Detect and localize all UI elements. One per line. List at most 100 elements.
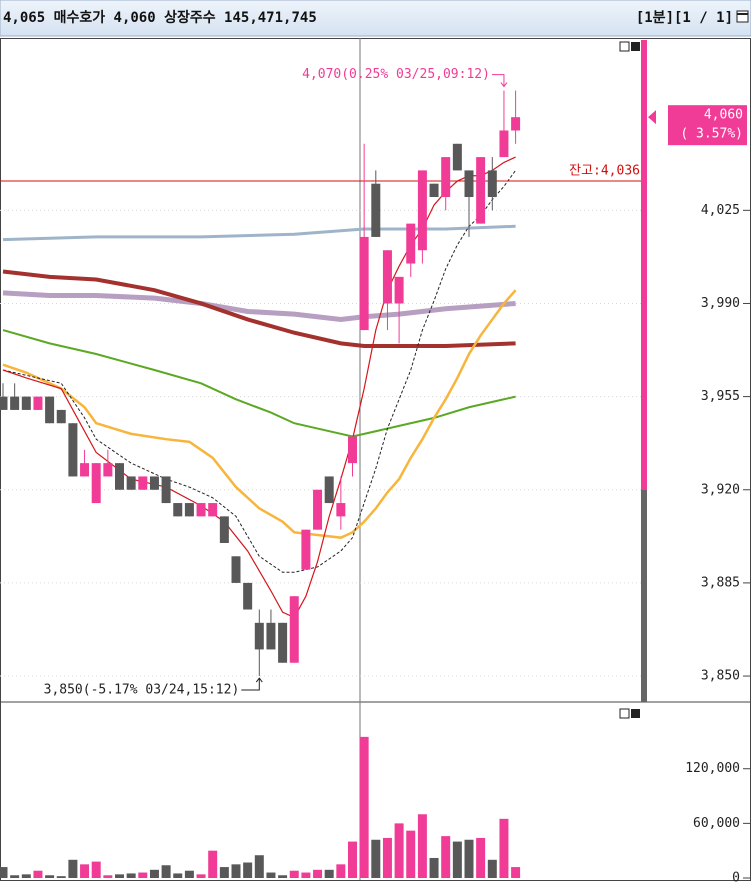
candle-body (406, 223, 416, 264)
volume-bar (266, 872, 276, 878)
candle-body (301, 529, 311, 570)
volume-bar (476, 837, 486, 878)
candle-body (289, 596, 299, 663)
volume-bar (184, 870, 194, 878)
close-icon[interactable] (631, 709, 640, 718)
volume-bar (394, 823, 404, 878)
moving-average (2, 289, 517, 539)
volume-bar (91, 861, 101, 878)
volume-bar (68, 859, 78, 878)
candle-body (184, 503, 194, 517)
volume-bar (126, 873, 136, 878)
volume-bar (149, 869, 159, 878)
moving-average (2, 269, 516, 349)
candle-body (103, 463, 113, 477)
volume-bar (138, 872, 148, 878)
y-tick-label: 0 (732, 871, 740, 882)
candle-body (359, 236, 369, 331)
volume-bar (429, 857, 439, 878)
volume-bar (406, 830, 416, 878)
candle-body (33, 396, 43, 410)
candle-body (348, 436, 357, 464)
candle-body (91, 463, 101, 504)
volume-bar (33, 870, 43, 878)
side-bar-top (641, 40, 647, 490)
volume-bar (219, 867, 229, 878)
candle-body (452, 143, 462, 171)
close-icon[interactable] (631, 42, 640, 51)
volume-bar (511, 867, 521, 878)
y-tick-label: 3,850 (701, 669, 740, 684)
min-icon[interactable] (619, 41, 630, 52)
candle-body (487, 170, 497, 198)
volume-bar (0, 867, 8, 878)
volume-bar (452, 841, 462, 878)
volume-bar (161, 865, 171, 878)
candle-body (266, 622, 276, 650)
volume-bar (254, 855, 264, 878)
volume-bar (313, 869, 323, 878)
volume-bar (441, 836, 451, 878)
volume-bar (45, 875, 55, 878)
candle-body (511, 117, 521, 131)
volume-bar (499, 818, 509, 878)
candle-body (429, 183, 439, 198)
candle-body (254, 622, 264, 650)
volume-bar (243, 862, 253, 878)
moving-average (2, 170, 517, 573)
moving-average (2, 156, 516, 619)
candle-body (161, 476, 171, 504)
volume-bar (208, 850, 218, 878)
annotation-text: 4,070(0.25% 03/25,09:12) (302, 67, 490, 82)
candle-body (10, 396, 20, 410)
volume-bar (487, 859, 497, 878)
candle-body (371, 183, 381, 237)
candle-body (243, 582, 253, 610)
candle-body (68, 423, 78, 477)
volume-bar (382, 837, 392, 878)
volume-bar (115, 874, 124, 878)
candle-body (115, 463, 124, 490)
header-bar (0, 0, 751, 37)
window-icon[interactable] (736, 10, 749, 23)
candle-body (173, 503, 183, 517)
volume-bar (103, 875, 113, 878)
y-tick-label: 3,990 (701, 296, 740, 311)
candle-body (80, 463, 90, 477)
candle-body (219, 516, 229, 543)
candle-body (231, 556, 241, 583)
panel-icons[interactable] (619, 41, 640, 719)
y-tick-label: 3,955 (701, 389, 740, 404)
candle-body (499, 130, 509, 158)
volume-bar (173, 873, 183, 878)
volume-bar (371, 839, 381, 878)
moving-average (2, 224, 516, 242)
candle-body (208, 503, 218, 517)
period-text[interactable]: [1분][1 / 1] (636, 10, 733, 26)
volume-bar (324, 869, 334, 878)
volume-bar (417, 814, 427, 878)
volume-bar (278, 875, 288, 878)
volume-bar (196, 874, 206, 878)
volume-bar (231, 864, 241, 878)
annotation-arrow (491, 74, 508, 88)
y-tick-label: 3,920 (701, 482, 740, 497)
quote-text: 4,065 매수호가 4,060 상장주수 145,471,745 (3, 9, 317, 26)
candle-body (417, 170, 427, 251)
price-box (668, 105, 747, 146)
y-tick-label: 3,885 (701, 575, 740, 590)
volume-bar (80, 864, 90, 878)
moving-average (2, 329, 516, 438)
candle-body (126, 476, 136, 490)
min-icon[interactable] (619, 708, 630, 719)
volume-bar (359, 736, 369, 878)
last-price-label: 4,060 (704, 108, 743, 123)
volume-bar (289, 870, 299, 878)
annotation-arrow (241, 677, 263, 691)
volume-bar (336, 864, 346, 878)
volume-bar (348, 841, 357, 878)
last-change-label: ( 3.57%) (680, 127, 743, 142)
candle-body (0, 396, 8, 410)
candle-body (196, 503, 206, 517)
